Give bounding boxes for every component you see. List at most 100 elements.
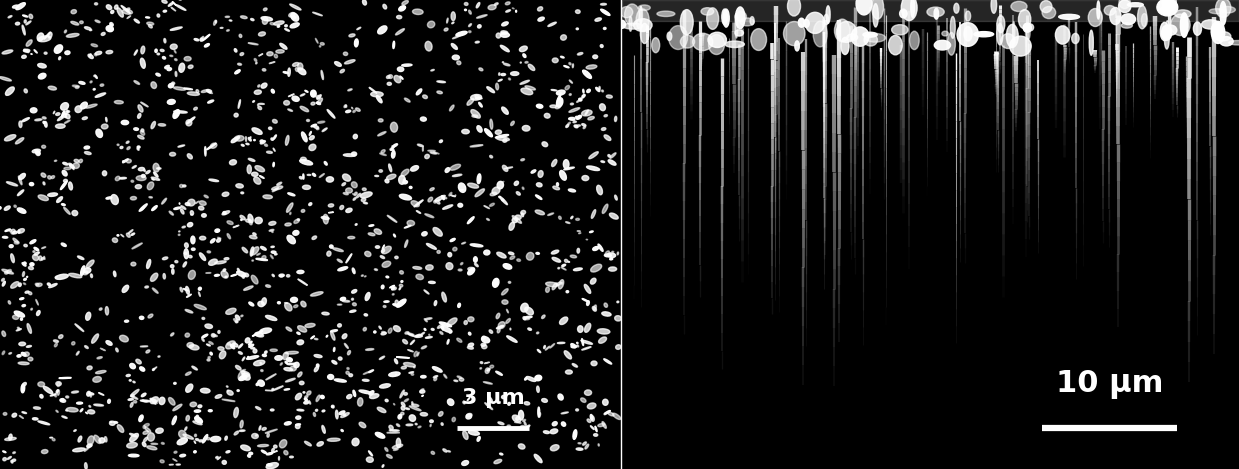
Ellipse shape — [826, 6, 830, 23]
Ellipse shape — [669, 26, 688, 50]
Ellipse shape — [873, 4, 878, 27]
Ellipse shape — [390, 122, 398, 132]
Ellipse shape — [353, 194, 356, 196]
Ellipse shape — [175, 261, 178, 263]
Ellipse shape — [84, 346, 88, 348]
Ellipse shape — [536, 332, 539, 334]
Ellipse shape — [185, 57, 191, 61]
Ellipse shape — [477, 15, 487, 18]
Ellipse shape — [105, 117, 107, 122]
Ellipse shape — [389, 372, 400, 377]
Ellipse shape — [285, 378, 295, 382]
Ellipse shape — [1001, 34, 1015, 48]
Ellipse shape — [311, 124, 316, 127]
Ellipse shape — [414, 335, 422, 337]
Ellipse shape — [499, 197, 508, 204]
Ellipse shape — [617, 301, 618, 303]
Ellipse shape — [502, 107, 508, 114]
Ellipse shape — [11, 254, 15, 263]
Ellipse shape — [321, 43, 325, 45]
Ellipse shape — [135, 185, 141, 189]
Ellipse shape — [341, 413, 349, 417]
Ellipse shape — [247, 356, 259, 359]
Ellipse shape — [491, 192, 497, 196]
Ellipse shape — [126, 374, 130, 377]
Ellipse shape — [468, 343, 473, 347]
Ellipse shape — [346, 188, 352, 193]
Ellipse shape — [297, 372, 302, 377]
Ellipse shape — [389, 425, 393, 430]
Ellipse shape — [579, 98, 582, 101]
Ellipse shape — [35, 252, 40, 255]
Ellipse shape — [592, 247, 598, 250]
Ellipse shape — [693, 33, 712, 51]
Ellipse shape — [22, 412, 26, 414]
Ellipse shape — [219, 351, 225, 359]
Ellipse shape — [577, 326, 584, 333]
Ellipse shape — [657, 11, 675, 16]
Ellipse shape — [146, 401, 147, 402]
Ellipse shape — [522, 213, 524, 217]
Ellipse shape — [175, 59, 177, 61]
Ellipse shape — [327, 110, 335, 118]
Ellipse shape — [0, 76, 11, 81]
Ellipse shape — [76, 86, 79, 89]
Ellipse shape — [128, 16, 130, 18]
Ellipse shape — [602, 422, 606, 428]
Ellipse shape — [369, 391, 374, 395]
Ellipse shape — [385, 399, 388, 402]
Ellipse shape — [446, 18, 449, 23]
Ellipse shape — [79, 21, 83, 23]
Ellipse shape — [313, 126, 318, 129]
Ellipse shape — [261, 83, 266, 88]
Ellipse shape — [12, 238, 19, 243]
Ellipse shape — [404, 363, 415, 367]
Ellipse shape — [224, 257, 229, 260]
Ellipse shape — [294, 362, 299, 368]
Ellipse shape — [579, 443, 581, 444]
Ellipse shape — [496, 313, 499, 318]
Ellipse shape — [553, 58, 559, 63]
Ellipse shape — [95, 93, 105, 98]
Ellipse shape — [497, 328, 501, 333]
Ellipse shape — [204, 147, 206, 156]
Ellipse shape — [195, 38, 198, 41]
Ellipse shape — [72, 168, 74, 169]
Ellipse shape — [139, 167, 145, 171]
Ellipse shape — [322, 425, 326, 433]
Ellipse shape — [240, 16, 247, 19]
Ellipse shape — [56, 276, 57, 278]
Ellipse shape — [390, 148, 393, 150]
Ellipse shape — [178, 431, 186, 438]
Ellipse shape — [499, 197, 501, 198]
Ellipse shape — [234, 318, 238, 322]
Ellipse shape — [560, 170, 566, 180]
Ellipse shape — [233, 343, 238, 347]
Ellipse shape — [401, 64, 413, 66]
Ellipse shape — [185, 249, 188, 259]
Ellipse shape — [565, 259, 567, 262]
Ellipse shape — [358, 398, 363, 406]
Ellipse shape — [458, 269, 462, 271]
Ellipse shape — [279, 274, 284, 277]
Ellipse shape — [102, 32, 105, 36]
Ellipse shape — [11, 229, 15, 234]
Ellipse shape — [304, 401, 309, 404]
Ellipse shape — [147, 314, 152, 318]
Ellipse shape — [15, 138, 24, 144]
Ellipse shape — [545, 287, 549, 292]
Ellipse shape — [28, 357, 33, 361]
Ellipse shape — [157, 53, 160, 55]
Ellipse shape — [601, 128, 606, 130]
Ellipse shape — [213, 20, 216, 25]
Ellipse shape — [285, 303, 292, 311]
Ellipse shape — [178, 145, 185, 147]
Ellipse shape — [420, 413, 427, 416]
Ellipse shape — [240, 215, 245, 220]
Ellipse shape — [269, 229, 274, 231]
Ellipse shape — [250, 18, 254, 21]
Ellipse shape — [441, 326, 452, 333]
Ellipse shape — [352, 303, 357, 306]
Ellipse shape — [326, 335, 327, 337]
Ellipse shape — [100, 84, 104, 86]
